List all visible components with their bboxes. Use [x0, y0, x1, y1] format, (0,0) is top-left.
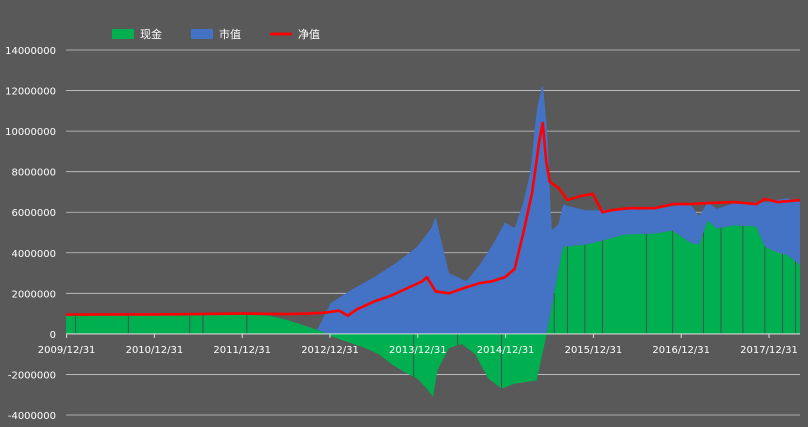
legend-label: 现金: [140, 27, 162, 41]
y-tick-label: 2000000: [11, 289, 56, 300]
legend-label: 市值: [219, 27, 241, 41]
y-tick-label: -2000000: [8, 370, 56, 381]
series-net-value-line: [65, 121, 801, 317]
legend-item: 净值: [270, 27, 320, 41]
x-tick-label: 2009/12/31: [38, 345, 96, 356]
x-tick-label: 2013/12/31: [389, 345, 447, 356]
x-tick-label: 2017/12/31: [740, 345, 798, 356]
y-tick-label: 8000000: [11, 168, 56, 179]
legend: 现金 市值 净值: [112, 27, 320, 41]
legend-swatch: [191, 29, 213, 39]
legend-label: 净值: [298, 27, 320, 41]
legend-item: 市值: [191, 27, 241, 41]
x-tick-label: 2016/12/31: [652, 345, 710, 356]
settlement-markers: [75, 225, 797, 389]
series-layer: [65, 86, 801, 397]
y-tick-label: 10000000: [5, 127, 56, 138]
series-market-value-area: [66, 86, 800, 334]
x-tick-label: 2010/12/31: [126, 345, 184, 356]
series-cash-area: [66, 220, 800, 397]
x-tick-label: 2015/12/31: [565, 345, 623, 356]
y-tick-label: 0: [50, 330, 56, 341]
y-tick-label: -4000000: [8, 411, 56, 422]
y-tick-label: 12000000: [5, 87, 56, 98]
legend-item: 现金: [112, 27, 162, 41]
legend-swatch: [112, 29, 134, 39]
y-tick-label: 6000000: [11, 208, 56, 219]
axes: 14000000 12000000 10000000 8000000 6000000 40…: [5, 46, 800, 422]
y-tick-label: 14000000: [5, 46, 56, 57]
x-tick-label: 2011/12/31: [213, 345, 271, 356]
y-tick-label: 4000000: [11, 249, 56, 260]
x-tick-label: 2014/12/31: [477, 345, 535, 356]
x-tick-label: 2012/12/31: [301, 345, 359, 356]
